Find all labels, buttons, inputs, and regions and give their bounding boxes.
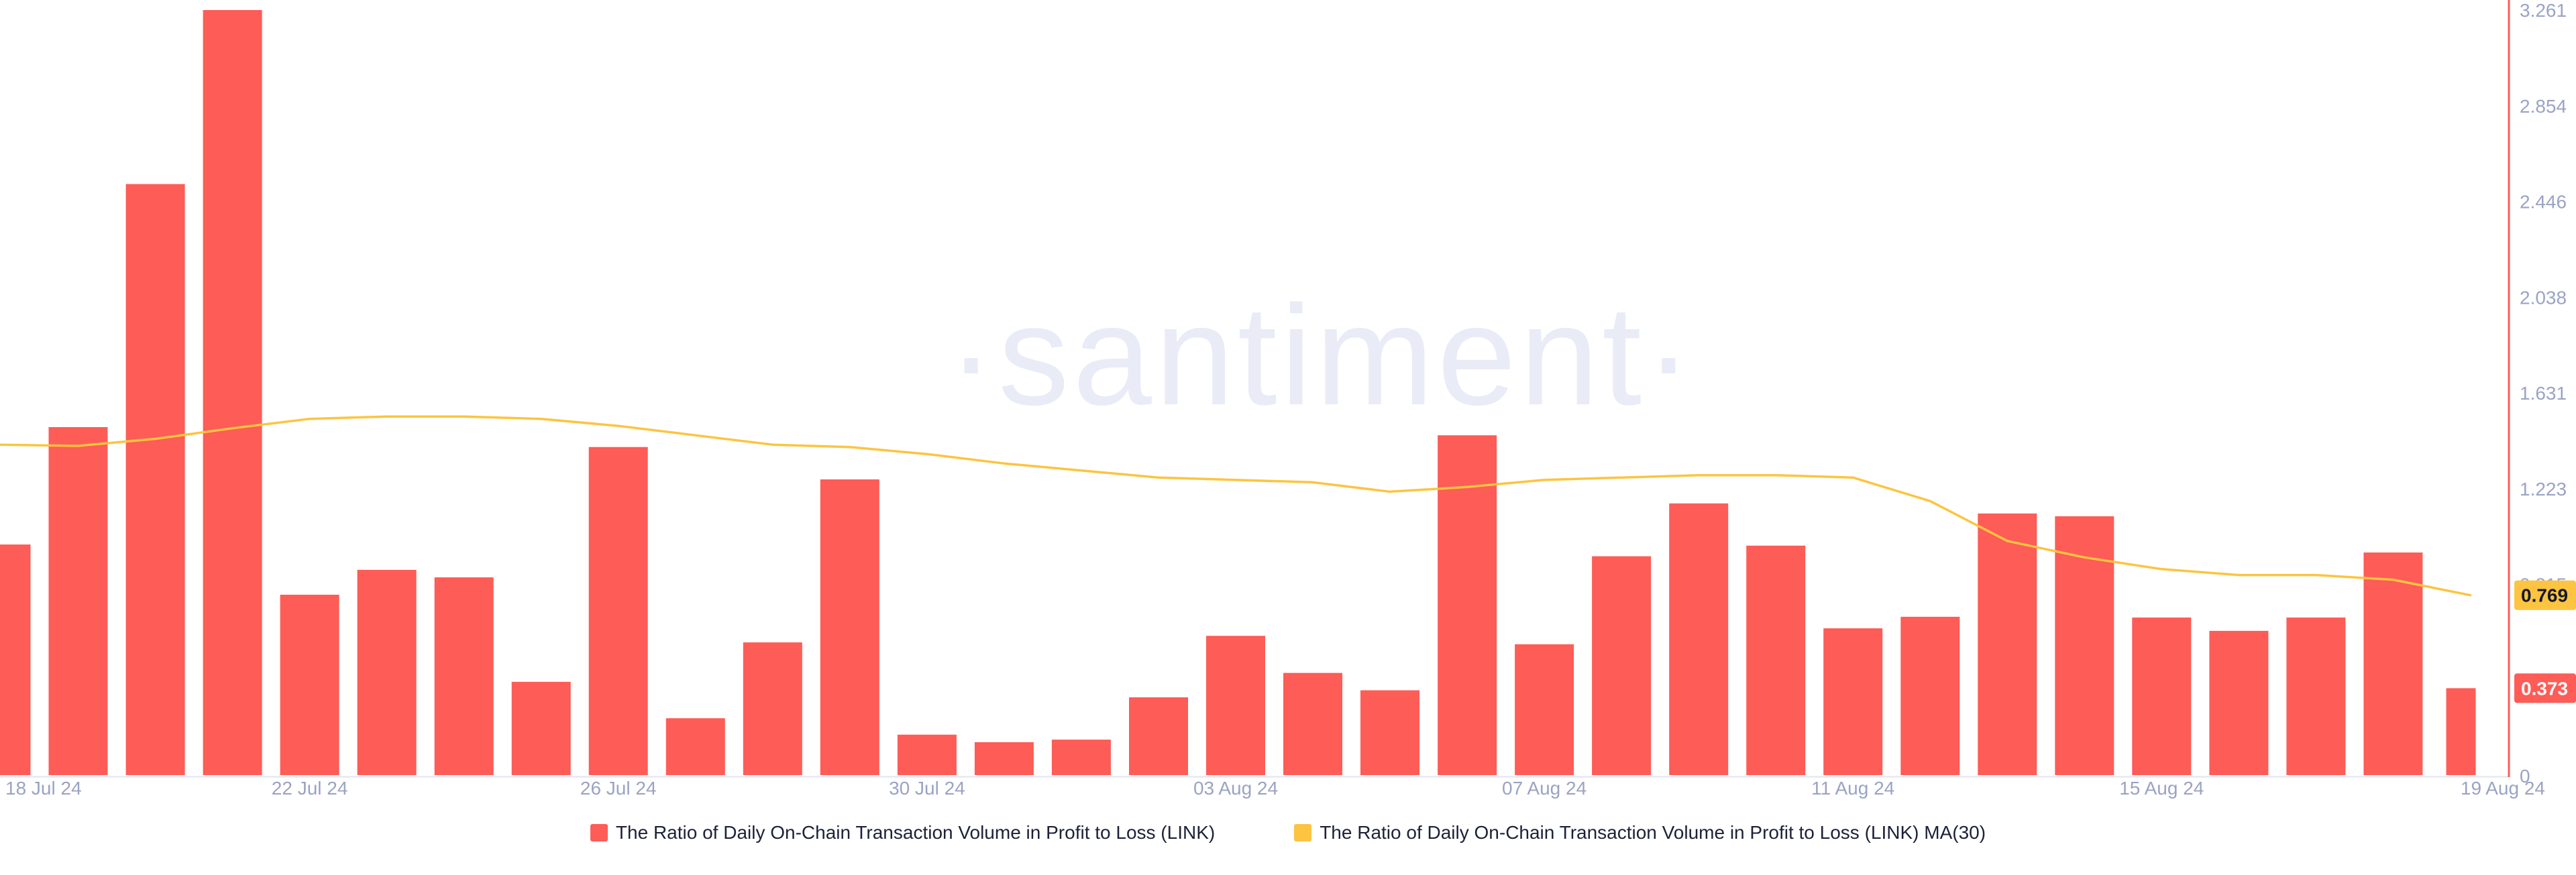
bar-19 Aug 24[interactable] (2446, 688, 2476, 775)
legend-label-ma30: The Ratio of Daily On-Chain Transaction … (1320, 822, 1986, 843)
bar-03 Aug 24[interactable] (1206, 636, 1265, 775)
x-tick-19 Aug 24: 19 Aug 24 (2461, 778, 2545, 799)
axis-badge-0.373 (2514, 673, 2576, 703)
bar-08 Aug 24[interactable] (1592, 556, 1652, 775)
bar-21 Jul 24[interactable] (203, 10, 262, 775)
bar-20 Jul 24[interactable] (125, 184, 185, 776)
bar-22 Jul 24[interactable] (280, 595, 339, 775)
bar-12 Aug 24[interactable] (1900, 616, 1960, 775)
bar-13 Aug 24[interactable] (1978, 513, 2037, 775)
bar-06 Aug 24[interactable] (1438, 435, 1497, 775)
bar-26 Jul 24[interactable] (588, 447, 648, 775)
chart-legend: The Ratio of Daily On-Chain Transaction … (0, 822, 2576, 843)
x-tick-11 Aug 24: 11 Aug 24 (1811, 778, 1894, 799)
y-tick-1.631: 1.631 (2520, 383, 2567, 404)
x-tick-03 Aug 24: 03 Aug 24 (1193, 778, 1278, 799)
bar-05 Aug 24[interactable] (1360, 690, 1419, 776)
axis-badge-value-0.373: 0.373 (2521, 678, 2568, 699)
bar-19 Jul 24[interactable] (48, 427, 108, 775)
bar-11 Aug 24[interactable] (1823, 628, 1883, 775)
bar-16 Aug 24[interactable] (2209, 630, 2269, 775)
bar-18 Jul 24[interactable] (0, 544, 31, 775)
bar-23 Jul 24[interactable] (357, 569, 417, 775)
red-series-swatch-icon (590, 824, 608, 841)
bar-02 Aug 24[interactable] (1129, 697, 1188, 775)
x-tick-26 Jul 24: 26 Jul 24 (580, 778, 657, 799)
bar-27 Jul 24[interactable] (665, 718, 725, 775)
bar-01 Aug 24[interactable] (1051, 740, 1111, 775)
bar-31 Jul 24[interactable] (974, 742, 1034, 775)
bar-18 Aug 24[interactable] (2363, 552, 2423, 775)
axis-badge-value-0.769: 0.769 (2521, 585, 2568, 606)
y-tick-3.261: 3.261 (2520, 0, 2567, 21)
x-tick-30 Jul 24: 30 Jul 24 (889, 778, 965, 799)
ma30-line (0, 415, 2472, 597)
x-tick-18 Jul 24: 18 Jul 24 (5, 778, 82, 799)
legend-item-ma30[interactable]: The Ratio of Daily On-Chain Transaction … (1294, 822, 1986, 843)
bar-24 Jul 24[interactable] (434, 577, 494, 775)
bar-07 Aug 24[interactable] (1515, 644, 1574, 775)
y-tick-2.038: 2.038 (2520, 287, 2567, 308)
bar-09 Aug 24[interactable] (1669, 503, 1729, 775)
axis-badge-0.769 (2514, 580, 2576, 610)
x-tick-22 Jul 24: 22 Jul 24 (272, 778, 348, 799)
legend-label-ratio: The Ratio of Daily On-Chain Transaction … (615, 822, 1216, 843)
bar-10 Aug 24[interactable] (1746, 545, 1806, 775)
bar-25 Jul 24[interactable] (511, 681, 571, 775)
y-tick-2.854: 2.854 (2520, 96, 2567, 117)
legend-item-ratio[interactable]: The Ratio of Daily On-Chain Transaction … (590, 822, 1215, 843)
bar-04 Aug 24[interactable] (1283, 673, 1342, 775)
y-tick-2.446: 2.446 (2520, 192, 2567, 213)
yellow-series-swatch-icon (1294, 824, 1312, 841)
bar-29 Jul 24[interactable] (820, 479, 879, 775)
x-tick-07 Aug 24: 07 Aug 24 (1502, 778, 1587, 799)
y-tick-1.223: 1.223 (2520, 479, 2567, 500)
bar-17 Aug 24[interactable] (2286, 618, 2346, 775)
bar-15 Aug 24[interactable] (2132, 618, 2192, 775)
bar-30 Jul 24[interactable] (897, 734, 957, 775)
bar-28 Jul 24[interactable] (743, 642, 802, 775)
bar-14 Aug 24[interactable] (2055, 516, 2114, 775)
y-tick-0: 0 (2520, 766, 2530, 786)
x-tick-15 Aug 24: 15 Aug 24 (2119, 778, 2204, 799)
